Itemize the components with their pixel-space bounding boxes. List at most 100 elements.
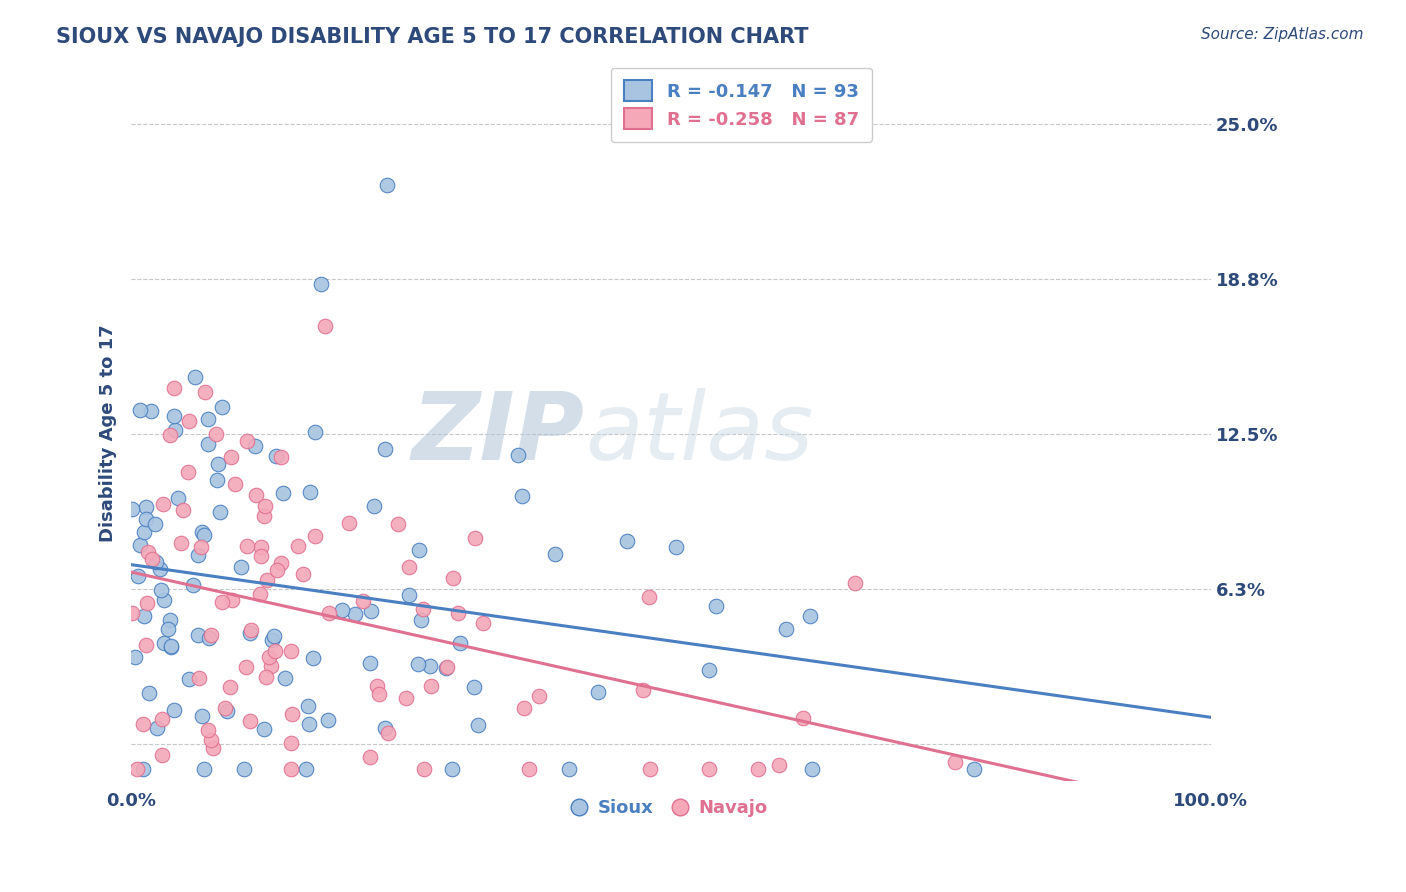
Point — [191, 709, 214, 723]
Point — [193, 762, 215, 776]
Point — [250, 541, 273, 555]
Point — [447, 606, 470, 620]
Point — [198, 631, 221, 645]
Point — [631, 682, 654, 697]
Point — [159, 640, 181, 654]
Point — [304, 425, 326, 440]
Point — [280, 707, 302, 722]
Text: atlas: atlas — [585, 388, 813, 479]
Point — [471, 615, 494, 630]
Legend: Sioux, Navajo: Sioux, Navajo — [567, 791, 775, 824]
Point — [208, 505, 231, 519]
Point — [359, 750, 381, 764]
Point — [387, 516, 409, 531]
Point — [152, 497, 174, 511]
Point — [200, 628, 222, 642]
Point — [190, 540, 212, 554]
Point — [201, 740, 224, 755]
Point — [510, 489, 533, 503]
Point — [304, 528, 326, 542]
Point — [616, 534, 638, 549]
Point — [214, 701, 236, 715]
Point — [527, 690, 550, 704]
Point — [190, 524, 212, 539]
Point — [200, 733, 222, 747]
Point — [943, 755, 966, 769]
Point — [221, 592, 243, 607]
Point — [352, 594, 374, 608]
Point — [420, 679, 443, 693]
Point — [239, 626, 262, 640]
Point — [419, 659, 441, 673]
Point — [211, 400, 233, 414]
Point — [181, 578, 204, 592]
Point — [464, 531, 486, 545]
Point — [135, 638, 157, 652]
Point — [135, 512, 157, 526]
Point — [406, 657, 429, 671]
Point — [463, 680, 485, 694]
Point — [162, 409, 184, 424]
Point — [145, 555, 167, 569]
Point — [134, 524, 156, 539]
Point — [394, 691, 416, 706]
Point — [513, 701, 536, 715]
Point — [318, 606, 340, 620]
Point — [408, 542, 430, 557]
Point — [127, 569, 149, 583]
Point — [187, 628, 209, 642]
Point — [215, 704, 238, 718]
Point — [297, 698, 319, 713]
Point — [163, 423, 186, 437]
Point — [363, 499, 385, 513]
Point — [294, 762, 316, 776]
Point — [697, 663, 720, 677]
Point — [129, 403, 152, 417]
Point — [844, 575, 866, 590]
Point — [253, 500, 276, 514]
Point — [441, 570, 464, 584]
Point — [250, 549, 273, 563]
Point — [441, 762, 464, 776]
Point — [163, 381, 186, 395]
Point — [136, 596, 159, 610]
Y-axis label: Disability Age 5 to 17: Disability Age 5 to 17 — [100, 325, 117, 542]
Point — [368, 687, 391, 701]
Point — [298, 484, 321, 499]
Point — [544, 547, 567, 561]
Point — [219, 450, 242, 465]
Point — [638, 762, 661, 776]
Point — [330, 603, 353, 617]
Point — [799, 608, 821, 623]
Point — [449, 636, 471, 650]
Point — [398, 588, 420, 602]
Point — [274, 671, 297, 685]
Point — [179, 414, 201, 428]
Point — [359, 656, 381, 670]
Point — [197, 723, 219, 738]
Point — [211, 595, 233, 609]
Point — [193, 528, 215, 542]
Point — [801, 762, 824, 776]
Point — [224, 477, 246, 491]
Point — [266, 563, 288, 577]
Point — [179, 672, 201, 686]
Point — [121, 606, 143, 620]
Point — [775, 622, 797, 636]
Point — [233, 762, 256, 776]
Point — [138, 545, 160, 559]
Point — [264, 449, 287, 463]
Point — [704, 599, 727, 614]
Point — [298, 717, 321, 731]
Point — [253, 722, 276, 736]
Point — [205, 427, 228, 442]
Point — [374, 442, 396, 456]
Point — [159, 428, 181, 442]
Text: ZIP: ZIP — [412, 388, 585, 480]
Point — [218, 680, 240, 694]
Point — [187, 671, 209, 685]
Point — [280, 644, 302, 658]
Point — [124, 650, 146, 665]
Point — [747, 762, 769, 776]
Point — [163, 703, 186, 717]
